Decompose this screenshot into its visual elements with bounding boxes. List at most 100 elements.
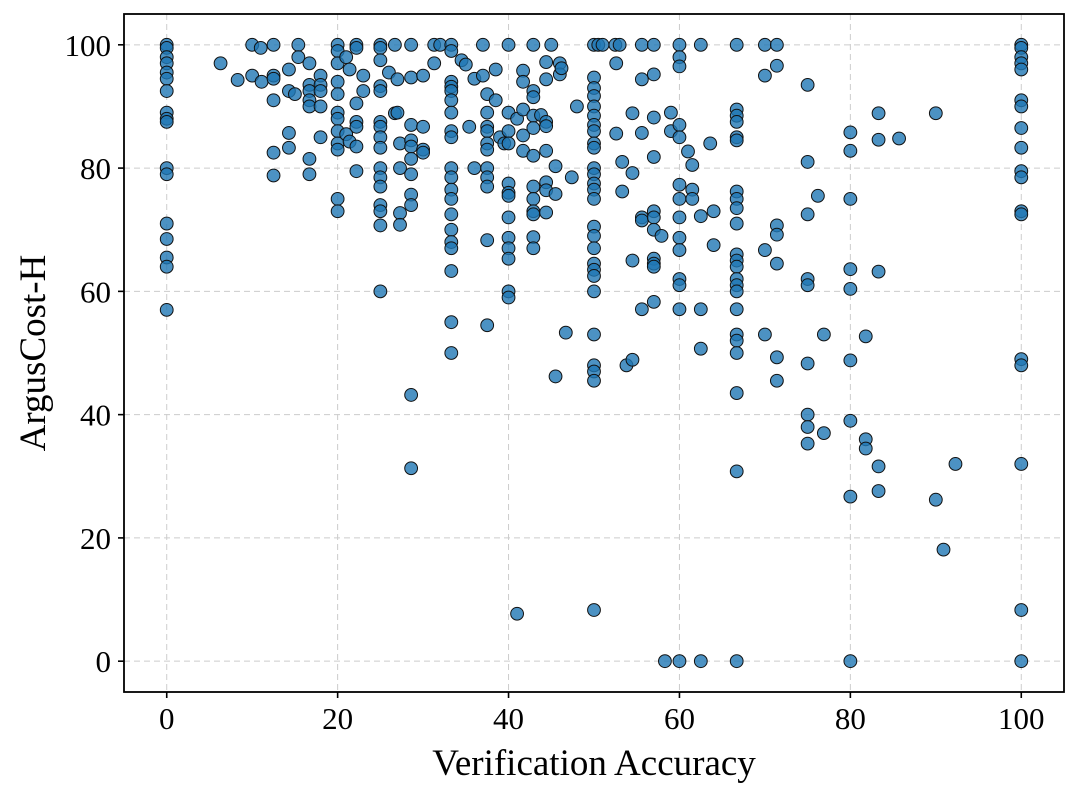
data-point	[539, 72, 554, 87]
data-point	[843, 489, 858, 504]
y-tick-label: 100	[65, 28, 112, 63]
data-point	[393, 217, 407, 232]
data-point	[693, 654, 708, 669]
data-point	[800, 207, 815, 222]
data-point	[526, 90, 541, 105]
data-point	[526, 121, 541, 135]
data-point	[769, 227, 784, 242]
data-point	[539, 55, 554, 69]
data-point	[664, 105, 678, 120]
data-point	[291, 50, 306, 65]
data-point	[501, 188, 516, 203]
data-point	[587, 603, 601, 617]
data-point	[282, 62, 296, 77]
data-point	[416, 68, 430, 83]
data-point	[253, 41, 268, 55]
data-point	[769, 256, 784, 271]
data-point	[729, 216, 744, 231]
data-point	[800, 436, 815, 451]
data-point	[936, 542, 951, 557]
data-point	[516, 128, 530, 143]
data-point	[587, 269, 601, 283]
data-point	[488, 62, 503, 77]
data-point	[672, 59, 687, 74]
data-point	[159, 302, 174, 317]
data-point	[800, 356, 815, 371]
data-point	[615, 184, 630, 199]
x-tick-label: 80	[835, 701, 866, 736]
y-axis-label: ArgusCost-H	[13, 255, 54, 452]
data-point	[1014, 457, 1029, 471]
data-point	[871, 106, 886, 121]
data-point	[526, 148, 541, 163]
data-point	[625, 166, 640, 180]
data-point	[356, 68, 371, 83]
data-point	[501, 37, 516, 52]
data-point	[758, 243, 772, 257]
data-point	[480, 233, 495, 248]
data-point	[349, 139, 364, 154]
data-point	[159, 167, 174, 182]
data-point	[646, 294, 661, 309]
data-point	[928, 106, 943, 121]
data-point	[672, 177, 687, 192]
data-point	[769, 37, 784, 52]
data-point	[871, 484, 886, 498]
data-point	[729, 259, 744, 274]
y-tick-label: 60	[80, 274, 111, 309]
data-point	[654, 228, 669, 243]
data-point	[159, 259, 174, 274]
data-point	[373, 204, 388, 219]
data-point	[693, 341, 708, 356]
data-point	[587, 373, 601, 388]
data-point	[387, 37, 402, 52]
data-point	[609, 126, 624, 141]
data-point	[444, 170, 459, 185]
data-point	[416, 145, 430, 160]
data-point	[373, 53, 388, 68]
data-point	[843, 281, 858, 296]
data-point	[609, 56, 624, 71]
y-tick-label: 20	[80, 521, 111, 556]
data-point	[871, 132, 886, 147]
data-point	[302, 167, 317, 182]
data-point	[373, 140, 388, 155]
data-point	[444, 346, 459, 360]
data-point	[480, 142, 495, 157]
data-point	[526, 207, 541, 222]
data-point	[516, 102, 530, 117]
data-point	[254, 74, 269, 89]
data-point	[342, 62, 357, 77]
data-point	[564, 170, 579, 185]
data-point	[646, 210, 661, 225]
data-point	[539, 119, 554, 134]
data-point	[858, 329, 873, 344]
data-point	[871, 459, 886, 474]
data-point	[769, 350, 784, 365]
data-point	[313, 130, 328, 145]
data-point	[672, 654, 687, 669]
data-point	[672, 302, 687, 317]
data-point	[625, 352, 640, 367]
data-point	[539, 143, 554, 158]
data-point	[404, 37, 419, 52]
data-point	[548, 159, 563, 174]
data-point	[159, 114, 174, 129]
y-tick-label: 0	[96, 644, 112, 679]
data-point	[330, 87, 345, 102]
data-point	[501, 251, 516, 266]
data-point	[339, 50, 354, 65]
data-point	[349, 41, 364, 55]
data-point	[1014, 62, 1029, 77]
data-point	[729, 386, 744, 400]
data-point	[693, 37, 708, 52]
data-point	[729, 284, 744, 299]
data-point	[729, 37, 744, 52]
data-point	[501, 136, 516, 151]
data-point	[843, 262, 858, 277]
data-point	[570, 99, 584, 114]
data-point	[685, 192, 700, 206]
data-point	[634, 72, 649, 87]
data-point	[1014, 358, 1029, 373]
data-point	[159, 84, 174, 98]
